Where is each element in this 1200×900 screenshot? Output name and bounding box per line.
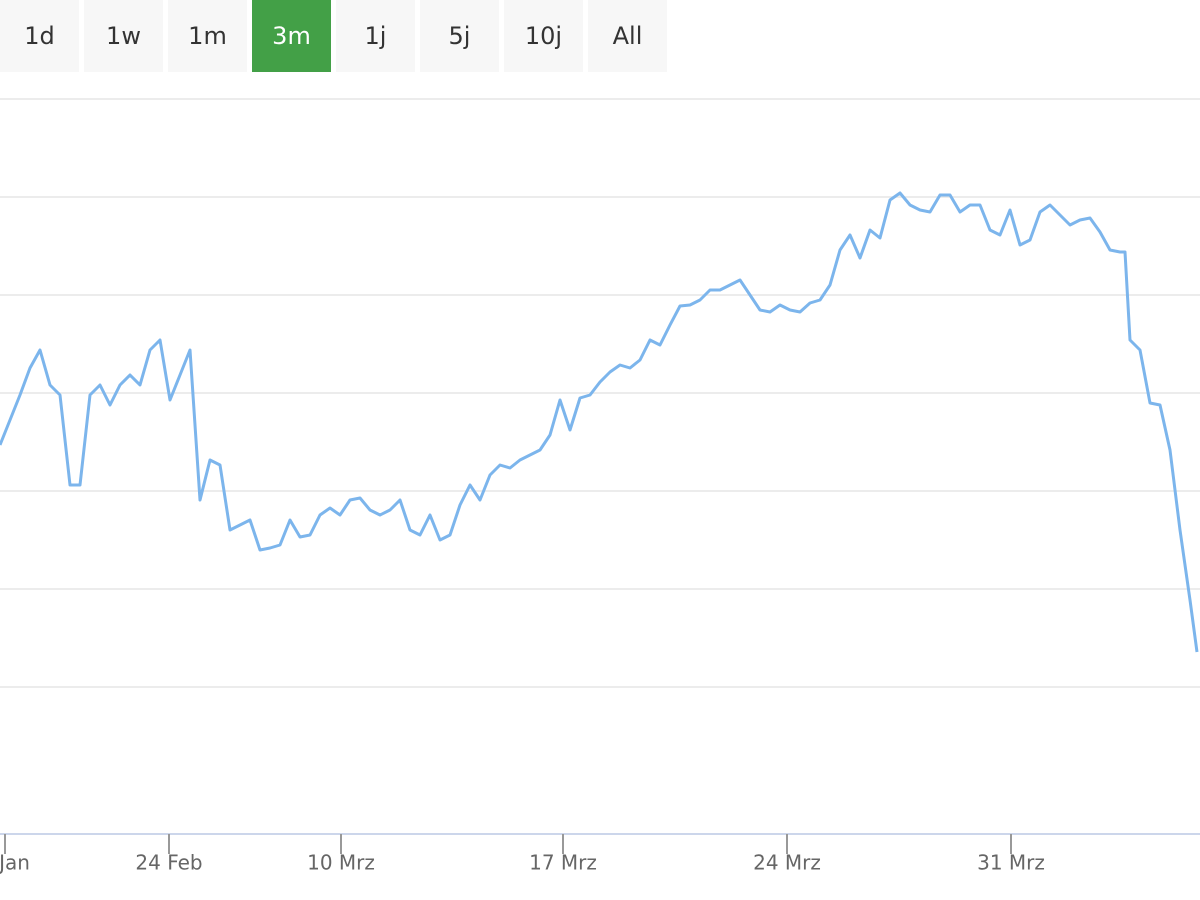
range-button[interactable] <box>252 0 331 72</box>
range-button[interactable] <box>168 0 247 72</box>
range-button-label[interactable]: 3m <box>272 22 311 50</box>
range-button[interactable] <box>84 0 163 72</box>
range-button-label[interactable]: 1j <box>365 22 387 50</box>
range-button[interactable] <box>504 0 583 72</box>
range-button-label[interactable]: All <box>613 22 643 50</box>
range-button[interactable] <box>336 0 415 72</box>
x-tick-label: 24 Mrz <box>753 851 821 875</box>
range-button-label[interactable]: 5j <box>449 22 471 50</box>
range-button-label[interactable]: 1d <box>24 22 55 50</box>
x-tick-label: 17 Mrz <box>529 851 597 875</box>
x-tick-label: 31 Mrz <box>977 851 1045 875</box>
range-button[interactable] <box>588 0 667 72</box>
range-button[interactable] <box>0 0 79 72</box>
range-button[interactable] <box>420 0 499 72</box>
x-tick-label: 24 Feb <box>135 851 202 875</box>
price-line <box>0 191 1199 653</box>
range-button-label[interactable]: 10j <box>525 22 562 50</box>
x-tick-label: 6 Jan <box>0 851 30 875</box>
x-tick-label: 10 Mrz <box>307 851 375 875</box>
range-button-label[interactable]: 1w <box>106 22 141 50</box>
range-button-label[interactable]: 1m <box>188 22 227 50</box>
